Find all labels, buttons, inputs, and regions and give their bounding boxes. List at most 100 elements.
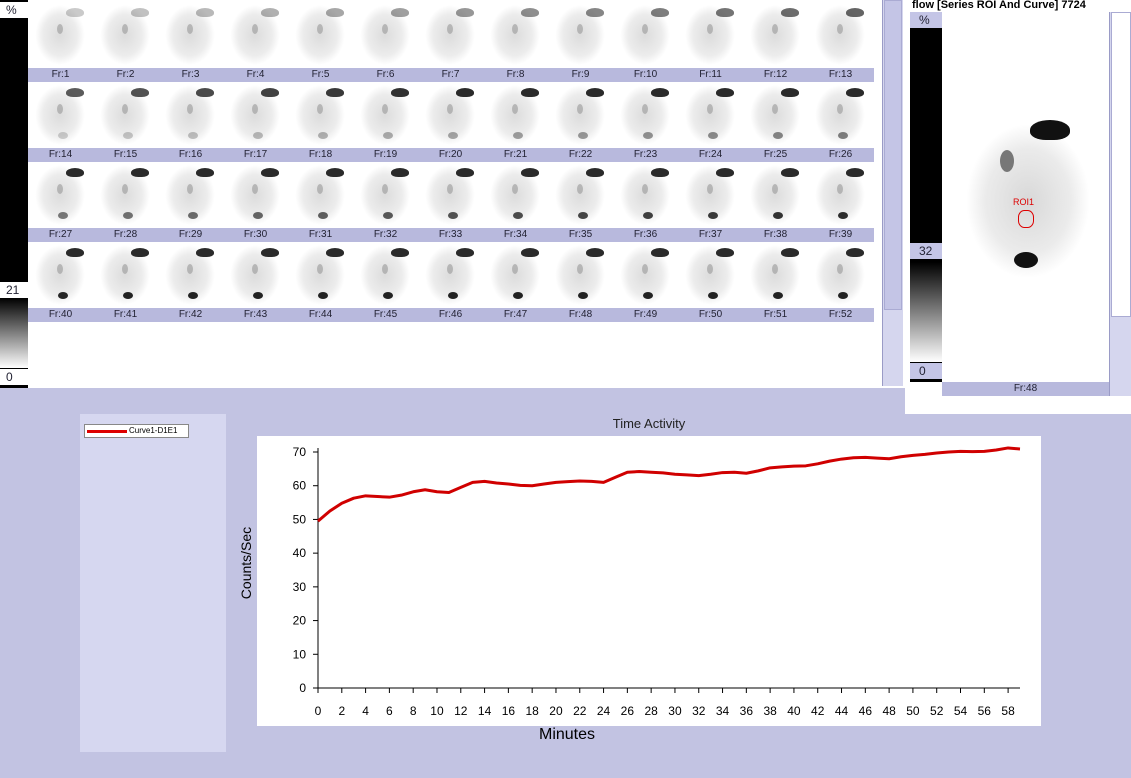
- frame-kidney-uptake: [122, 264, 128, 274]
- legend-panel: [80, 414, 226, 752]
- frame-kidney-uptake: [837, 24, 843, 34]
- frame-image: [162, 244, 218, 306]
- frame-thumbnail[interactable]: Fr:24: [678, 80, 743, 160]
- left-intensity-scale: % 21 0: [0, 0, 28, 388]
- frame-liver-uptake: [846, 168, 864, 177]
- frame-label-bar: [28, 148, 874, 162]
- frame-thumbnail[interactable]: Fr:13: [808, 0, 873, 80]
- frame-thumbnail[interactable]: Fr:41: [93, 240, 158, 320]
- frame-thumbnail[interactable]: Fr:34: [483, 160, 548, 240]
- frame-thumbnail[interactable]: Fr:44: [288, 240, 353, 320]
- frame-bladder-uptake: [58, 212, 68, 219]
- frame-kidney-uptake: [447, 264, 453, 274]
- x-tick-label: 18: [525, 704, 539, 718]
- frame-thumbnail[interactable]: Fr:52: [808, 240, 873, 320]
- frame-kidney-uptake: [772, 24, 778, 34]
- frame-thumbnail[interactable]: Fr:10: [613, 0, 678, 80]
- frame-liver-uptake: [261, 248, 279, 257]
- frame-image: [487, 244, 543, 306]
- frame-thumbnail[interactable]: Fr:1: [28, 0, 93, 80]
- frame-thumbnail[interactable]: Fr:48: [548, 240, 613, 320]
- frame-thumbnail[interactable]: Fr:27: [28, 160, 93, 240]
- frame-bladder-uptake: [708, 212, 718, 219]
- frame-thumbnail[interactable]: Fr:31: [288, 160, 353, 240]
- frame-liver-uptake: [716, 8, 734, 17]
- frame-kidney-uptake: [642, 264, 648, 274]
- frame-thumbnail[interactable]: Fr:12: [743, 0, 808, 80]
- frame-thumbnail[interactable]: Fr:14: [28, 80, 93, 160]
- frame-thumbnail[interactable]: Fr:51: [743, 240, 808, 320]
- frame-thumbnail[interactable]: Fr:50: [678, 240, 743, 320]
- frame-liver-uptake: [456, 168, 474, 177]
- frame-thumbnail[interactable]: Fr:43: [223, 240, 288, 320]
- frame-liver-uptake: [521, 8, 539, 17]
- frame-image: [682, 84, 738, 146]
- roi-scrollbar-thumb[interactable]: [1111, 12, 1131, 317]
- frame-thumbnail[interactable]: Fr:17: [223, 80, 288, 160]
- frame-thumbnail[interactable]: Fr:38: [743, 160, 808, 240]
- frame-thumbnail[interactable]: Fr:37: [678, 160, 743, 240]
- frame-liver-uptake: [781, 8, 799, 17]
- frame-thumbnail[interactable]: Fr:8: [483, 0, 548, 80]
- frame-thumbnail[interactable]: Fr:6: [353, 0, 418, 80]
- frame-thumbnail[interactable]: Fr:33: [418, 160, 483, 240]
- frame-thumbnail[interactable]: Fr:40: [28, 240, 93, 320]
- frame-label: Fr:42: [178, 309, 203, 320]
- frame-thumbnail[interactable]: Fr:46: [418, 240, 483, 320]
- frame-thumbnail[interactable]: Fr:23: [613, 80, 678, 160]
- frame-thumbnail[interactable]: Fr:7: [418, 0, 483, 80]
- frame-thumbnail[interactable]: Fr:29: [158, 160, 223, 240]
- frame-thumbnail[interactable]: Fr:36: [613, 160, 678, 240]
- frame-thumbnail[interactable]: Fr:5: [288, 0, 353, 80]
- frame-thumbnail[interactable]: Fr:45: [353, 240, 418, 320]
- frame-kidney-uptake: [317, 24, 323, 34]
- frame-thumbnail[interactable]: Fr:2: [93, 0, 158, 80]
- frame-thumbnail[interactable]: Fr:30: [223, 160, 288, 240]
- frame-label: Fr:22: [568, 149, 593, 160]
- frame-thumbnail[interactable]: Fr:35: [548, 160, 613, 240]
- frame-label: Fr:21: [503, 149, 528, 160]
- frame-thumbnail[interactable]: Fr:47: [483, 240, 548, 320]
- frame-kidney-uptake: [122, 104, 128, 114]
- frame-liver-uptake: [781, 168, 799, 177]
- frame-thumbnail[interactable]: Fr:32: [353, 160, 418, 240]
- x-tick-label: 46: [859, 704, 873, 718]
- frame-thumbnail[interactable]: Fr:4: [223, 0, 288, 80]
- frame-thumbnail[interactable]: Fr:28: [93, 160, 158, 240]
- frame-thumbnail[interactable]: Fr:42: [158, 240, 223, 320]
- frame-liver-uptake: [716, 168, 734, 177]
- roi-frame-image[interactable]: [958, 118, 1098, 278]
- frame-image: [32, 244, 88, 306]
- roi-outline[interactable]: [1018, 210, 1034, 228]
- frame-thumbnail[interactable]: Fr:19: [353, 80, 418, 160]
- frame-thumbnail[interactable]: Fr:39: [808, 160, 873, 240]
- frame-liver-uptake: [781, 248, 799, 257]
- roi-image-liver-uptake: [1030, 120, 1070, 140]
- frame-thumbnail[interactable]: Fr:11: [678, 0, 743, 80]
- frame-thumbnail[interactable]: Fr:20: [418, 80, 483, 160]
- frame-bladder-uptake: [188, 292, 198, 299]
- frames-scrollbar[interactable]: [882, 0, 903, 386]
- roi-scrollbar[interactable]: [1109, 12, 1131, 396]
- frame-thumbnail[interactable]: Fr:25: [743, 80, 808, 160]
- frame-thumbnail[interactable]: Fr:49: [613, 240, 678, 320]
- frame-image: [747, 244, 803, 306]
- frame-thumbnail[interactable]: Fr:22: [548, 80, 613, 160]
- frame-thumbnail[interactable]: Fr:15: [93, 80, 158, 160]
- frame-liver-uptake: [456, 88, 474, 97]
- y-tick-label: 70: [293, 445, 307, 459]
- frame-label: Fr:11: [699, 69, 722, 80]
- frame-thumbnail[interactable]: Fr:26: [808, 80, 873, 160]
- frame-bladder-uptake: [643, 132, 653, 139]
- frames-scrollbar-thumb[interactable]: [884, 0, 902, 310]
- frame-thumbnail[interactable]: Fr:3: [158, 0, 223, 80]
- frame-label: Fr:36: [633, 229, 658, 240]
- frame-thumbnail[interactable]: Fr:21: [483, 80, 548, 160]
- frame-liver-uptake: [586, 8, 604, 17]
- legend-item[interactable]: Curve1-D1E1: [84, 424, 189, 438]
- frame-thumbnail[interactable]: Fr:16: [158, 80, 223, 160]
- x-tick-label: 8: [410, 704, 417, 718]
- frame-image: [422, 244, 478, 306]
- frame-thumbnail[interactable]: Fr:18: [288, 80, 353, 160]
- frame-thumbnail[interactable]: Fr:9: [548, 0, 613, 80]
